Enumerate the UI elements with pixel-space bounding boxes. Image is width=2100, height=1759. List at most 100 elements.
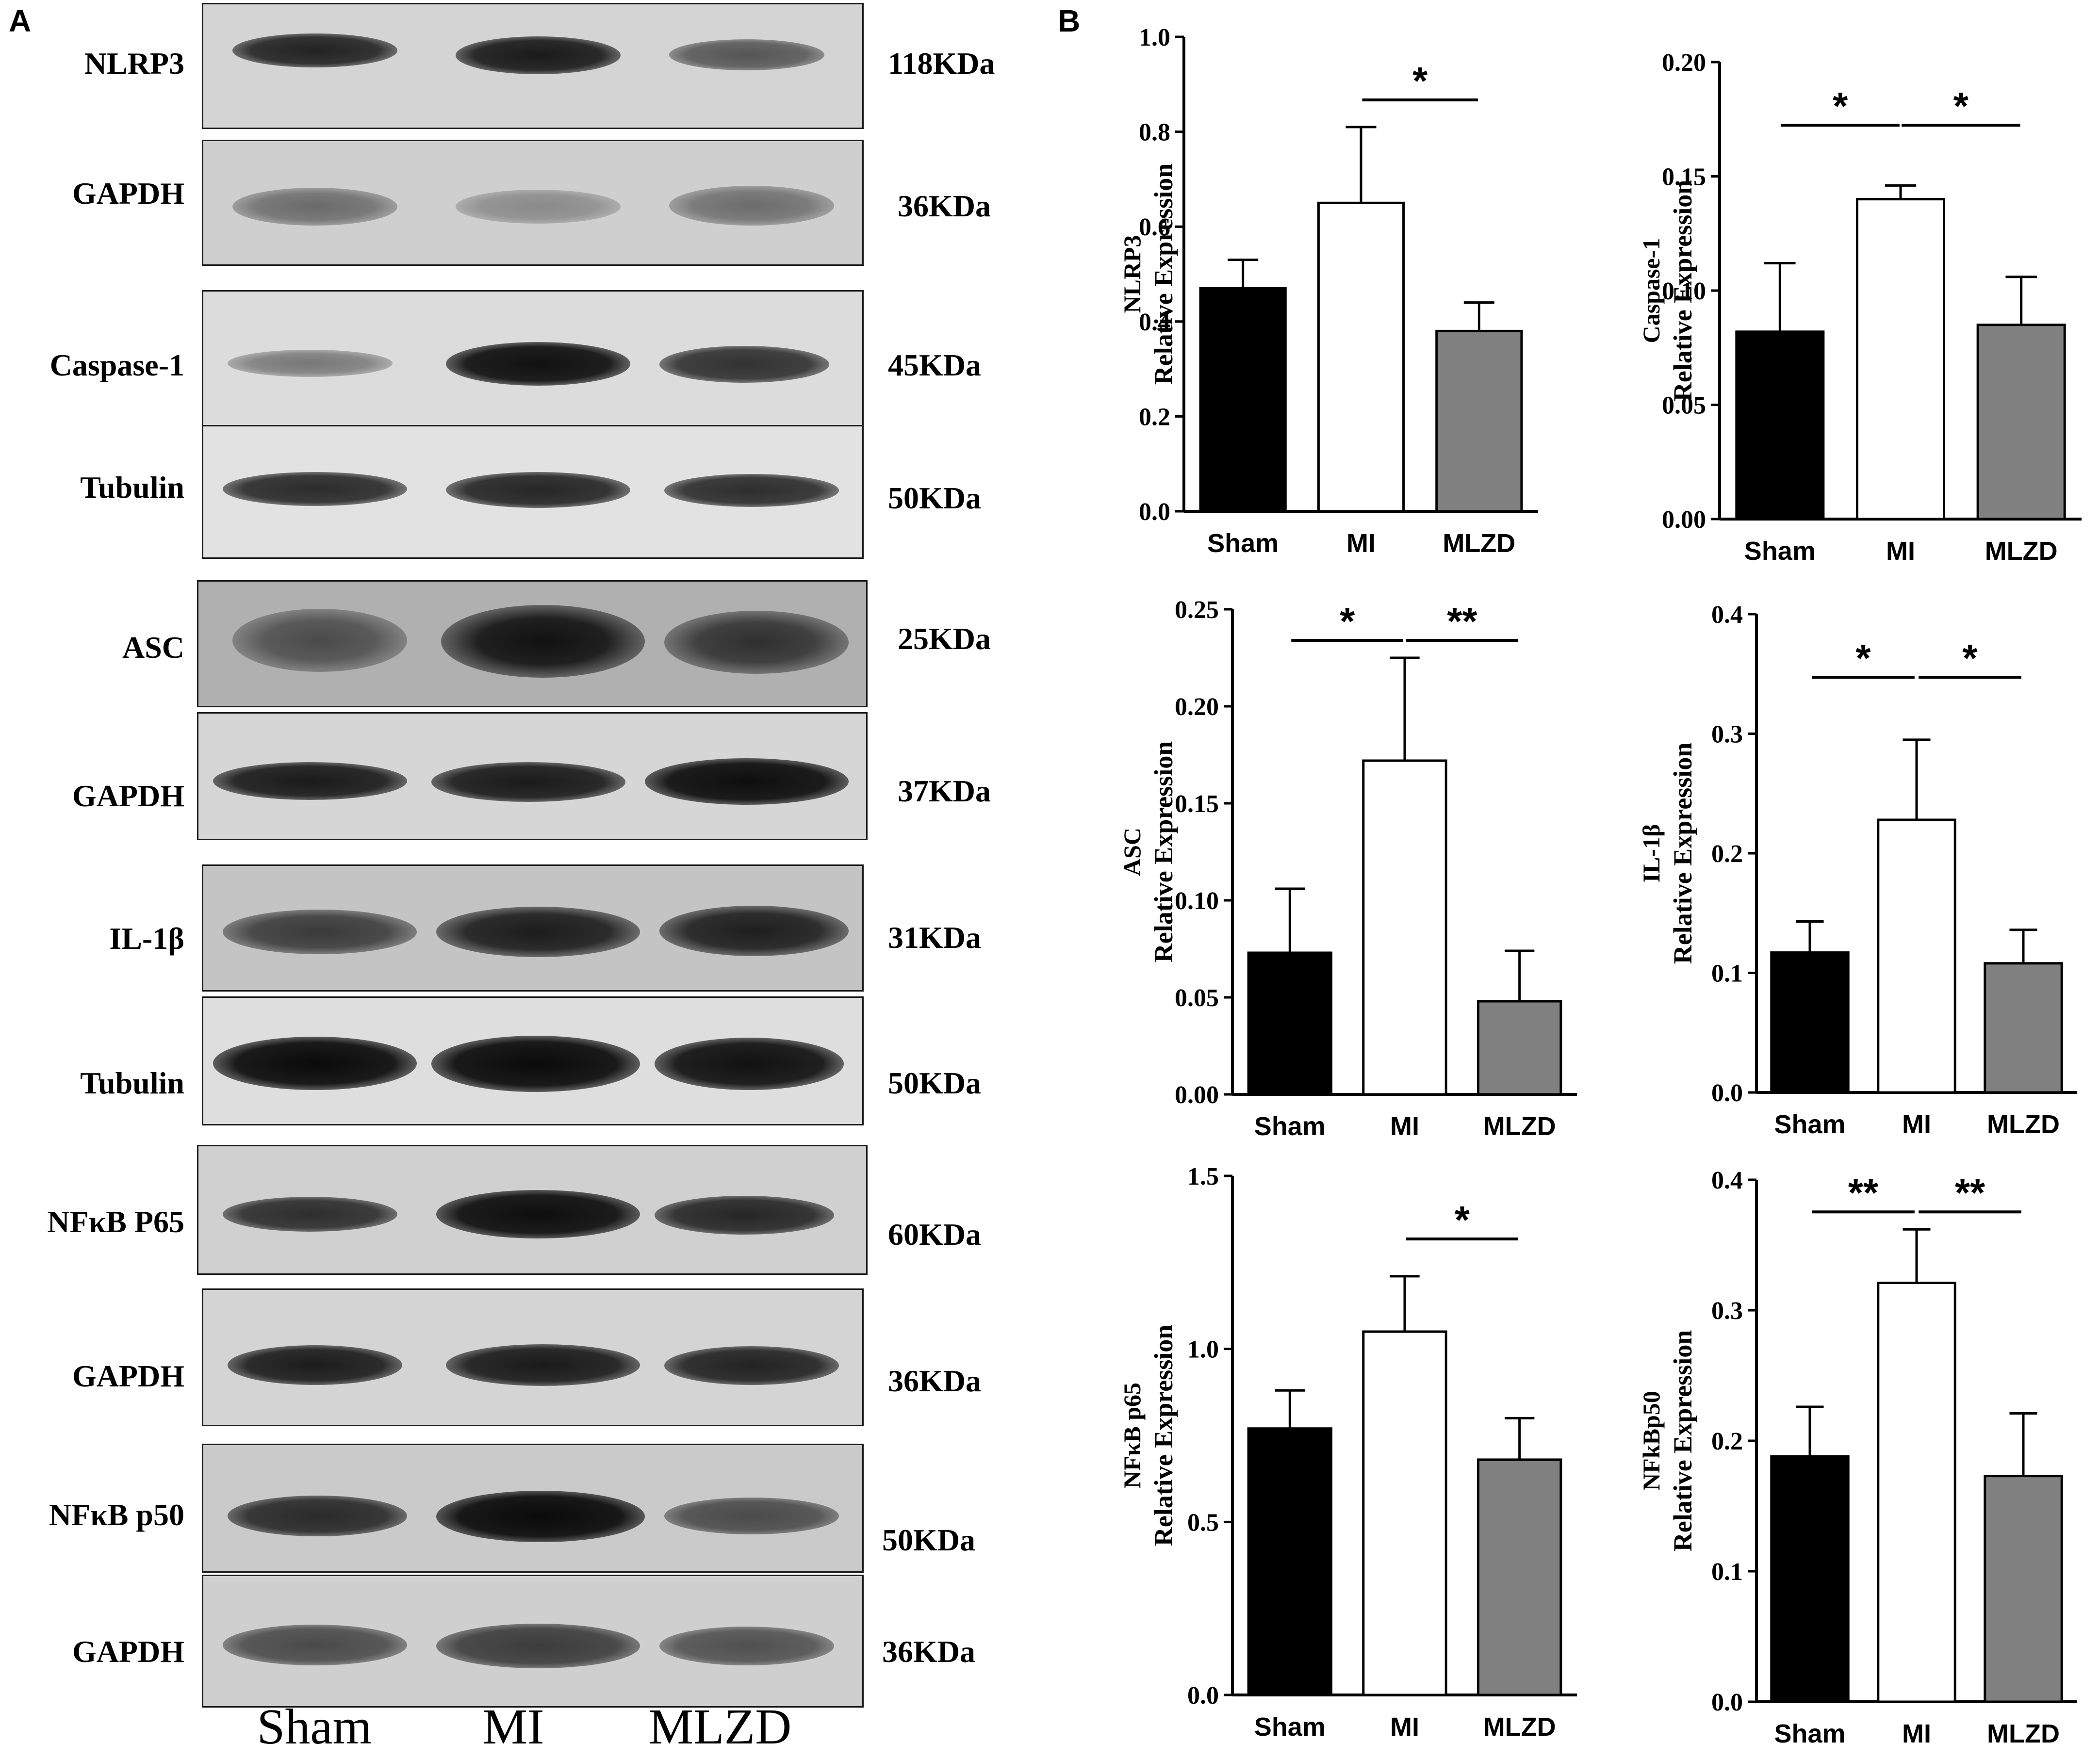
significance-label: * — [1340, 600, 1355, 643]
y-tick-label: 0.0 — [1711, 1079, 1743, 1107]
y-tick-label: 0.00 — [1175, 1081, 1219, 1109]
x-category-label: MI — [1346, 529, 1376, 558]
bar — [1770, 1455, 1850, 1703]
blot-band — [655, 1196, 834, 1235]
blot-label: NFκB p50 — [49, 1498, 184, 1532]
blot-band — [232, 33, 397, 67]
significance-label: ** — [1848, 1171, 1879, 1214]
y-tick-label: 0.15 — [1175, 790, 1219, 818]
y-tick-label: 0.05 — [1662, 392, 1706, 420]
bar — [1855, 198, 1946, 521]
blot-band — [232, 188, 397, 226]
blot-label: NLRP3 — [84, 46, 184, 81]
blot-band — [223, 472, 407, 506]
blot-band — [664, 1498, 839, 1534]
significance-label: * — [1962, 636, 1978, 680]
blot-band — [446, 342, 630, 386]
blot-kda: 60KDa — [888, 1217, 981, 1252]
bar — [1984, 1475, 2063, 1703]
y-axis-title-line: Relative Expression — [1668, 180, 1697, 402]
y-axis-title-line: ASC — [1118, 828, 1146, 876]
blot-label: IL-1β — [109, 921, 184, 956]
y-axis-title: Caspase-1 Relative Expression — [1638, 180, 1697, 402]
bar — [1770, 951, 1850, 1094]
blot-band — [228, 350, 393, 377]
blot-band — [645, 758, 849, 805]
y-axis-title-line: Relative Expression — [1668, 743, 1697, 964]
blot-kda: 50KDa — [888, 481, 981, 515]
blot-kda: 31KDa — [888, 920, 981, 955]
blot-label: GAPDH — [72, 779, 184, 813]
significance-label: ** — [1447, 600, 1477, 643]
y-tick-label: 0.10 — [1662, 277, 1706, 305]
bar — [1735, 330, 1825, 521]
blot-band — [223, 1625, 407, 1665]
lane-label: Sham — [257, 1699, 372, 1755]
y-tick-label: 0.5 — [1187, 1509, 1219, 1536]
y-axis-title: NFκB p65 Relative Expression — [1118, 1325, 1178, 1547]
y-axis-title-line: NFκB p65 — [1118, 1383, 1146, 1488]
blot-band — [213, 762, 407, 800]
blot-strip — [197, 712, 868, 840]
significance-label: * — [1412, 59, 1428, 102]
bar — [1877, 1282, 1956, 1703]
blot-kda: 50KDa — [888, 1066, 981, 1100]
y-axis-title-line: NFkBp50 — [1638, 1391, 1665, 1491]
x-category-label: Sham — [1254, 1712, 1326, 1742]
blot-band — [228, 1345, 402, 1385]
blot-band — [659, 906, 849, 956]
panel-label-a: A — [9, 3, 32, 38]
y-axis-title-line: Relative Expression — [1149, 1325, 1178, 1547]
bar — [1247, 1427, 1333, 1696]
y-tick-label: 0.4 — [1711, 1167, 1743, 1194]
significance-label: * — [1953, 84, 1969, 128]
blot-kda: 50KDa — [882, 1523, 975, 1557]
blot-band — [659, 1627, 834, 1665]
blot-strip — [197, 580, 868, 707]
x-category-label: Sham — [1744, 537, 1816, 566]
blot-band — [228, 1496, 407, 1536]
x-category-label: MI — [1390, 1112, 1419, 1141]
bar — [1477, 1000, 1562, 1096]
x-category-label: MLZD — [1985, 537, 2058, 566]
bar — [1477, 1458, 1562, 1696]
blot-strip — [202, 1444, 864, 1573]
blot-kda: 36KDa — [898, 189, 991, 223]
blot-label: GAPDH — [72, 176, 184, 211]
bar — [1362, 759, 1447, 1096]
blot-band — [456, 190, 621, 224]
blot-band — [664, 474, 839, 507]
blot-kda: 118KDa — [888, 46, 995, 81]
significance-label: * — [1855, 636, 1871, 680]
x-category-label: MLZD — [1987, 1110, 2060, 1139]
y-tick-label: 0.4 — [1139, 309, 1170, 336]
y-tick-label: 0.8 — [1139, 119, 1170, 147]
lane-label: MI — [482, 1699, 544, 1755]
blot-kda: 36KDa — [882, 1634, 975, 1669]
blot-band — [441, 605, 645, 678]
blot-band — [456, 36, 621, 74]
y-tick-label: 0.15 — [1662, 163, 1706, 191]
x-category-label: Sham — [1774, 1110, 1845, 1139]
blot-strip — [202, 3, 864, 129]
blot-band — [436, 1491, 645, 1542]
y-axis-title-line: Relative Expression — [1668, 1330, 1697, 1552]
y-axis-title: ASC Relative Expression — [1118, 741, 1178, 963]
blot-band — [669, 39, 824, 70]
y-tick-label: 0.2 — [1711, 1428, 1743, 1455]
y-tick-label: 0.3 — [1711, 1297, 1743, 1325]
y-axis-title-line: Relative Expression — [1149, 163, 1178, 385]
blot-band — [446, 1344, 640, 1386]
blot-strip — [202, 425, 864, 559]
y-tick-label: 0.1 — [1711, 1558, 1743, 1586]
x-category-label: MI — [1886, 537, 1915, 566]
x-category-label: Sham — [1774, 1719, 1845, 1748]
y-tick-label: 1.5 — [1187, 1163, 1219, 1190]
bar — [1362, 1330, 1447, 1696]
y-tick-label: 0.20 — [1662, 49, 1706, 77]
blot-band — [436, 1190, 640, 1238]
y-tick-label: 0.6 — [1139, 213, 1170, 241]
y-tick-label: 0.00 — [1662, 506, 1706, 534]
